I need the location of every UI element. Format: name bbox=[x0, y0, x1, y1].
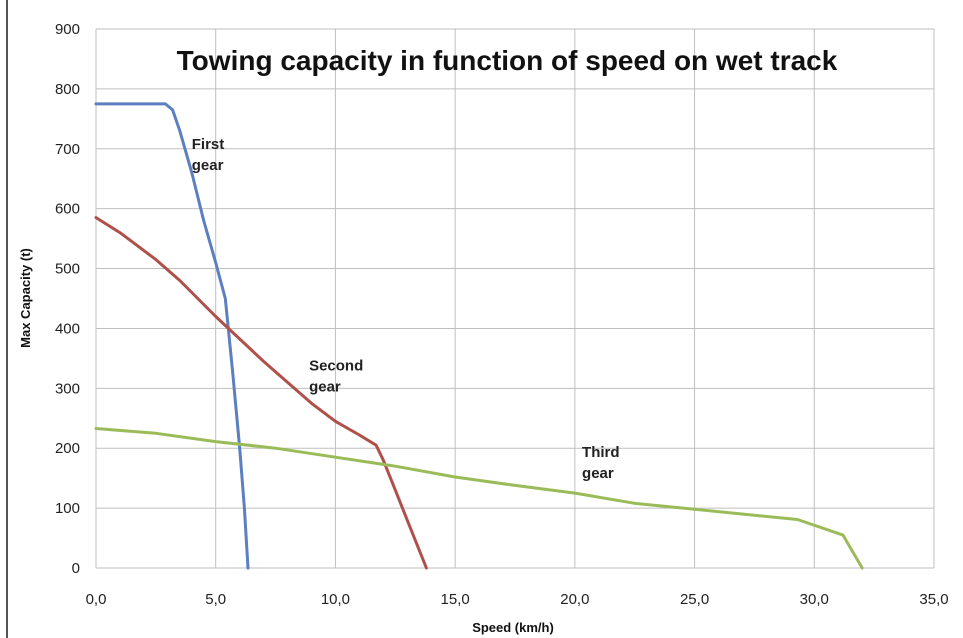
x-tick-label: 20,0 bbox=[560, 591, 589, 608]
series-line-3 bbox=[94, 427, 864, 570]
y-tick-label: 600 bbox=[55, 201, 80, 218]
x-axis-title: Speed (km/h) bbox=[472, 620, 554, 635]
y-tick-label: 900 bbox=[55, 21, 80, 38]
gridlines bbox=[95, 28, 935, 569]
x-tick-label: 35,0 bbox=[919, 591, 948, 608]
series-annotation: First gear bbox=[192, 136, 225, 174]
annotations: First gear Second gear Third gear bbox=[192, 136, 620, 482]
y-tick-label: 300 bbox=[55, 380, 80, 397]
y-tick-label: 0 bbox=[72, 560, 80, 577]
y-tick-label: 800 bbox=[55, 81, 80, 98]
annotation-line: gear bbox=[582, 465, 614, 482]
annotation-line: Second bbox=[309, 357, 363, 374]
tick-labels: 0 100 200 300 400 500 600 700 800 900 0,0 5,0 10,0 15… bbox=[55, 21, 949, 608]
y-tick-label: 700 bbox=[55, 141, 80, 158]
annotation-line: First bbox=[192, 136, 225, 153]
y-tick-label: 400 bbox=[55, 320, 80, 337]
y-tick-label: 200 bbox=[55, 440, 80, 457]
annotation-line: gear bbox=[192, 157, 224, 174]
x-tick-label: 5,0 bbox=[205, 591, 226, 608]
x-tick-label: 25,0 bbox=[680, 591, 709, 608]
series-line-1 bbox=[94, 102, 250, 570]
y-tick-label: 500 bbox=[55, 261, 80, 278]
series-annotation: Second gear bbox=[309, 357, 363, 395]
y-axis-title: Max Capacity (t) bbox=[18, 248, 33, 348]
x-tick-label: 10,0 bbox=[321, 591, 350, 608]
x-tick-label: 30,0 bbox=[800, 591, 829, 608]
x-tick-label: 0,0 bbox=[86, 591, 107, 608]
x-tick-label: 15,0 bbox=[441, 591, 470, 608]
y-tick-label: 100 bbox=[55, 500, 80, 517]
chart-title: Towing capacity in function of speed on … bbox=[177, 45, 838, 76]
annotation-line: gear bbox=[309, 378, 341, 395]
series-line-2 bbox=[94, 216, 428, 570]
series-annotation: Third gear bbox=[582, 444, 620, 482]
series-lines bbox=[94, 102, 864, 570]
annotation-line: Third bbox=[582, 444, 620, 461]
